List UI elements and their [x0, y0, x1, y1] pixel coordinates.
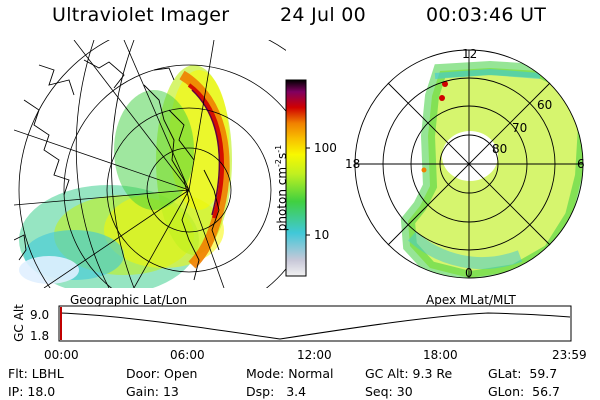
time-label: 00:03:46 UT: [426, 4, 547, 26]
polar-mlat-mlt-plot: [354, 49, 584, 279]
colorbar: [285, 79, 310, 277]
info-mode: Mode: Normal: [246, 366, 334, 381]
date-label: 24 Jul 00: [280, 4, 367, 26]
info-glat: GLat: 59.7: [488, 366, 558, 381]
info-filter: Flt: LBHL: [8, 366, 64, 381]
app-title: Ultraviolet Imager: [52, 4, 230, 26]
info-gain: Gain: 13: [126, 384, 179, 399]
altitude-curve: [59, 312, 571, 340]
diffuse-emission: [19, 65, 232, 288]
info-gc-alt: GC Alt: 9.3 Re: [365, 366, 453, 381]
mlt-label-18: 18: [345, 157, 361, 171]
timeline-xtick-3: 18:00: [423, 348, 458, 362]
polar-grid: [354, 49, 584, 279]
info-dsp: Dsp: 3.4: [246, 384, 307, 399]
colorbar-unit-label: photon cm-2s-1: [274, 144, 289, 232]
info-glon: GLon: 56.7: [488, 384, 561, 399]
info-door: Door: Open: [126, 366, 198, 381]
auroral-arc: [179, 70, 230, 269]
mlt-label-6: 6: [577, 157, 585, 171]
colorbar-tick-10: 10: [314, 228, 330, 242]
coastlines: [14, 59, 220, 281]
timeline-xtick-2: 12:00: [297, 348, 332, 362]
geographic-auroral-image: [14, 40, 286, 288]
altitude-timeline: [58, 305, 572, 342]
mlat-label-80: 80: [492, 142, 508, 156]
info-seq: Seq: 30: [365, 384, 413, 399]
mlat-label-70: 70: [512, 121, 528, 135]
colorbar-tick-100: 100: [314, 141, 337, 155]
right-panel-caption: Apex MLat/MLT: [426, 293, 516, 307]
mlt-label-0: 0: [465, 266, 473, 280]
timeline-ylabel: GC Alt: [12, 304, 26, 342]
timeline-ytick-high: 9.0: [30, 308, 50, 322]
left-panel-caption: Geographic Lat/Lon: [70, 293, 188, 307]
timeline-xtick-0: 00:00: [44, 348, 79, 362]
lat-lon-grid: [14, 40, 286, 288]
mlt-label-12: 12: [462, 47, 478, 61]
timeline-xtick-1: 06:00: [170, 348, 205, 362]
info-ip: IP: 18.0: [8, 384, 56, 399]
timeline-xtick-4: 23:59: [552, 348, 587, 362]
timeline-ytick-low: 1.8: [30, 329, 50, 343]
mlat-label-60: 60: [537, 98, 553, 112]
